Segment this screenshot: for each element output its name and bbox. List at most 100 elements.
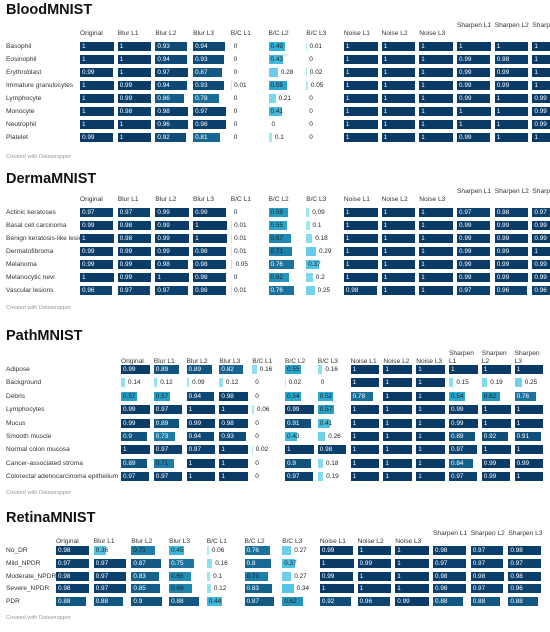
value-bar xyxy=(532,42,550,51)
value-bar xyxy=(532,286,550,295)
value-bar xyxy=(193,120,227,129)
value-bar xyxy=(93,584,127,594)
cell-value: 0.55 xyxy=(287,366,300,373)
cell-value: 0.99 xyxy=(459,235,472,242)
table-cell: 0.55 xyxy=(268,81,303,90)
table-cell: 1 xyxy=(285,445,314,455)
cell-value: 1 xyxy=(496,121,501,128)
cell-value: 0.98 xyxy=(195,121,208,128)
table-cell: 0 xyxy=(252,392,281,401)
cell-value: 0.99 xyxy=(451,406,464,414)
row-label: Monocyte xyxy=(6,108,35,115)
value-bar xyxy=(121,458,147,468)
cell-value: 0.96 xyxy=(359,598,373,606)
value-bar xyxy=(381,286,416,295)
table-cell: 0.9 xyxy=(285,458,314,468)
value-bar xyxy=(268,133,272,142)
table-cell: 1 xyxy=(381,55,416,64)
table-cell: 0 xyxy=(252,419,281,428)
table-cell: 0.62 xyxy=(481,391,511,401)
column-header: Noise L1 xyxy=(343,30,370,37)
table-cell: 0.01 xyxy=(306,42,340,51)
cell-value: 0.57 xyxy=(319,406,333,414)
cell-value: 1 xyxy=(483,419,488,427)
table-cell: 0.16 xyxy=(206,558,241,568)
value-bar xyxy=(343,133,378,142)
table-cell: 1 xyxy=(381,208,416,217)
value-bar xyxy=(381,221,416,230)
value-bar xyxy=(230,286,232,295)
table-cell: 1 xyxy=(383,418,413,428)
value-bar xyxy=(395,584,429,594)
table-cell: 0.62 xyxy=(268,273,303,282)
row-label: Platelet xyxy=(6,134,28,141)
cell-value: 0.99 xyxy=(496,235,510,242)
value-bar xyxy=(319,584,354,594)
value-bar xyxy=(381,208,416,217)
cell-value: 1 xyxy=(459,108,463,115)
table-cell: 0.98 xyxy=(343,286,378,295)
table-cell: 1 xyxy=(383,432,413,441)
column-header: Original xyxy=(80,196,103,203)
cell-value: 1 xyxy=(221,459,225,467)
table-cell: 0.98 xyxy=(193,260,227,269)
value-bar xyxy=(193,221,227,230)
table-cell: 0.99 xyxy=(457,55,491,64)
table-cell: 0.99 xyxy=(494,221,529,230)
value-bar xyxy=(419,273,453,282)
cell-value: 1 xyxy=(383,108,388,115)
value-bar xyxy=(230,81,232,90)
value-bar xyxy=(155,55,188,64)
value-bar xyxy=(93,597,124,607)
cell-value: 1 xyxy=(383,69,388,76)
value-bar xyxy=(193,247,227,256)
cell-value: 0.99 xyxy=(451,419,464,427)
cell-value: 0 xyxy=(233,274,238,281)
value-bar xyxy=(317,445,347,455)
column-header: Sharpen L3 xyxy=(532,22,550,29)
row-label: Melanoma xyxy=(6,261,37,268)
cell-value: 1 xyxy=(383,222,388,229)
value-bar xyxy=(153,472,182,482)
cell-value: 0.8 xyxy=(246,559,256,567)
table-cell: 1 xyxy=(381,68,416,77)
value-bar xyxy=(268,221,288,230)
value-bar xyxy=(80,107,114,116)
cell-value: 0.99 xyxy=(459,222,472,229)
value-bar xyxy=(252,405,254,415)
value-bar xyxy=(285,458,311,468)
table-cell: 0 xyxy=(231,94,265,103)
cell-value: 1 xyxy=(321,559,326,567)
value-bar xyxy=(416,378,445,388)
cell-value: 0.89 xyxy=(188,366,202,373)
table-cell: 1 xyxy=(383,378,413,388)
cell-value: 1 xyxy=(352,419,357,427)
value-bar xyxy=(93,571,127,581)
cell-value: 0.91 xyxy=(287,419,300,427)
cell-value: 1 xyxy=(345,261,350,268)
cell-value: 0.98 xyxy=(119,222,133,229)
cell-value: 1 xyxy=(418,459,422,467)
value-bar xyxy=(282,571,292,581)
value-bar xyxy=(117,273,152,282)
value-bar xyxy=(470,546,504,555)
cell-value: 0.98 xyxy=(319,446,333,454)
table-cell: 0 xyxy=(231,107,265,116)
value-bar xyxy=(268,81,288,90)
cell-value: 0.12 xyxy=(213,585,227,593)
table-cell: 1 xyxy=(343,42,378,51)
cell-value: 0.99 xyxy=(123,366,136,373)
table-cell: 0 xyxy=(252,459,281,468)
cell-value: 0.97 xyxy=(287,473,300,481)
column-header: B/C L3 xyxy=(306,196,327,203)
value-bar xyxy=(117,120,152,129)
cell-value: 0.78 xyxy=(352,392,366,400)
table-cell: 0.99 xyxy=(514,458,544,468)
table-cell: 0.93 xyxy=(155,42,189,51)
cell-value: 0.52 xyxy=(319,392,333,400)
cell-value: 0.99 xyxy=(534,95,547,102)
value-bar xyxy=(457,107,491,116)
cell-value: 0.55 xyxy=(270,222,283,229)
cell-value: 0.54 xyxy=(451,392,464,400)
value-bar xyxy=(514,432,541,441)
